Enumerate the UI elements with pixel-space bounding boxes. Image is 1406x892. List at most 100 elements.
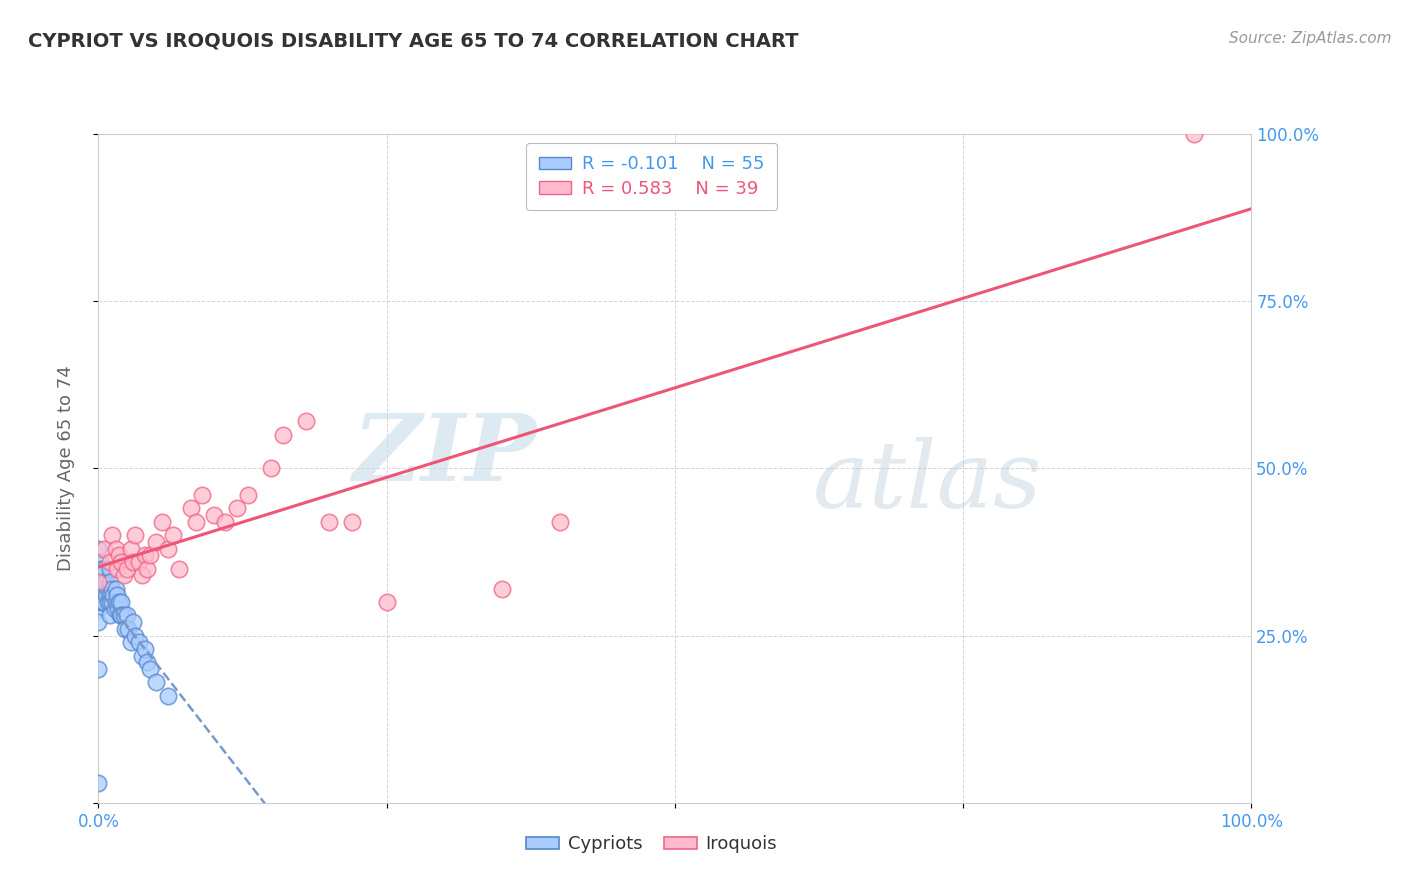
Point (103, 589, 125, 603)
Point (101, 528, 124, 542)
Point (202, 508, 225, 523)
Point (112, 608, 135, 623)
Point (89, 568, 111, 582)
Point (108, 548, 131, 563)
Point (98, 555, 121, 569)
Point (97, 595, 120, 609)
Point (295, 415, 318, 429)
Point (110, 595, 132, 609)
Point (105, 589, 128, 603)
Point (124, 528, 146, 542)
Point (104, 595, 127, 609)
Point (156, 541, 179, 556)
Point (117, 622, 139, 636)
Point (87, 662, 110, 676)
Point (150, 515, 173, 529)
Point (87, 615, 110, 630)
Point (117, 608, 139, 623)
Point (105, 562, 128, 576)
Point (491, 582, 513, 596)
Point (91, 568, 114, 582)
Point (135, 562, 157, 576)
Point (134, 548, 156, 563)
Point (98, 589, 121, 603)
Point (145, 675, 167, 690)
Point (87, 775, 110, 790)
Point (128, 555, 150, 569)
Point (101, 582, 124, 596)
Point (156, 689, 179, 703)
Point (90, 575, 112, 590)
Point (101, 595, 124, 609)
Point (93, 541, 115, 556)
Point (131, 648, 153, 663)
Point (167, 562, 190, 576)
Point (93, 595, 115, 609)
Point (122, 555, 145, 569)
Point (114, 622, 136, 636)
Point (89, 555, 111, 569)
Point (1182, 127, 1205, 141)
Point (87, 541, 110, 556)
Point (90, 562, 112, 576)
Point (93, 575, 115, 590)
Point (98, 595, 121, 609)
Point (128, 635, 150, 649)
Point (186, 515, 208, 529)
Point (98, 575, 121, 590)
Text: Source: ZipAtlas.com: Source: ZipAtlas.com (1229, 31, 1392, 46)
Point (97, 582, 120, 596)
Point (117, 562, 139, 576)
Point (103, 602, 125, 616)
Point (120, 541, 142, 556)
Point (98, 562, 121, 576)
Point (110, 608, 132, 623)
Point (94, 582, 117, 596)
Point (340, 515, 363, 529)
Point (98, 608, 121, 623)
Point (89, 589, 111, 603)
Legend: Cypriots, Iroquois: Cypriots, Iroquois (519, 829, 785, 861)
Point (87, 575, 110, 590)
Point (180, 501, 202, 516)
Point (139, 662, 162, 676)
Point (134, 642, 156, 657)
Point (108, 595, 131, 609)
Point (238, 488, 260, 502)
Point (104, 541, 127, 556)
Point (124, 628, 146, 642)
Point (139, 548, 162, 563)
Point (93, 562, 115, 576)
Point (96, 589, 118, 603)
Point (271, 428, 294, 442)
Text: atlas: atlas (813, 437, 1043, 526)
Point (225, 501, 247, 516)
Point (135, 655, 157, 669)
Point (122, 615, 145, 630)
Point (107, 602, 129, 616)
Point (110, 608, 132, 623)
Point (375, 595, 398, 609)
Point (120, 635, 142, 649)
Point (162, 528, 184, 542)
Point (214, 515, 236, 529)
Point (90, 595, 112, 609)
Point (145, 535, 167, 549)
Point (191, 488, 214, 502)
Text: CYPRIOT VS IROQUOIS DISABILITY AGE 65 TO 74 CORRELATION CHART: CYPRIOT VS IROQUOIS DISABILITY AGE 65 TO… (28, 31, 799, 50)
Point (87, 602, 110, 616)
Point (90, 595, 112, 609)
Point (90, 582, 112, 596)
Point (318, 515, 340, 529)
Point (96, 575, 118, 590)
Point (548, 515, 571, 529)
Point (112, 568, 135, 582)
Y-axis label: Disability Age 65 to 74: Disability Age 65 to 74 (56, 366, 75, 571)
Point (260, 461, 283, 475)
Text: ZIP: ZIP (353, 410, 537, 500)
Point (110, 555, 132, 569)
Point (131, 568, 153, 582)
Point (104, 582, 127, 596)
Point (91, 589, 114, 603)
Point (87, 575, 110, 590)
